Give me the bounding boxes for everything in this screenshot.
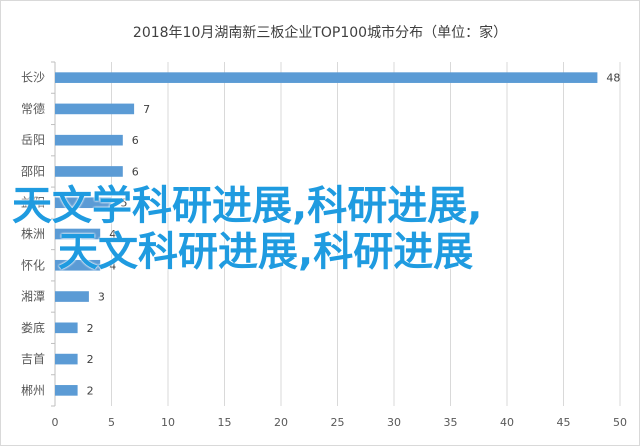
x-tick-label: 30: [387, 416, 401, 429]
data-label: 6: [132, 165, 139, 178]
bar: [55, 72, 598, 83]
category-label: 吉首: [21, 352, 45, 366]
x-tick-label: 25: [331, 416, 345, 429]
data-label: 7: [143, 103, 150, 116]
x-tick-label: 45: [557, 416, 571, 429]
x-tick-label: 5: [108, 416, 115, 429]
x-tick-label: 10: [161, 416, 175, 429]
category-label: 邵阳: [21, 164, 45, 178]
data-label: 2: [87, 384, 94, 397]
data-label: 6: [132, 134, 139, 147]
category-label: 益阳: [21, 196, 45, 210]
bar: [55, 166, 123, 177]
data-label: 5: [121, 197, 128, 210]
bar: [55, 259, 101, 271]
x-tick-label: 50: [613, 416, 627, 429]
data-label: 48: [606, 72, 620, 85]
x-tick-label: 35: [444, 416, 458, 429]
bar: [55, 228, 101, 240]
x-tick-label: 20: [274, 416, 288, 429]
category-label: 郴州: [21, 383, 45, 397]
bar: [55, 197, 112, 209]
category-label: 湘潭: [21, 289, 45, 304]
x-tick-label: 15: [218, 416, 232, 429]
bar: [55, 134, 123, 146]
x-tick-label: 40: [500, 416, 514, 429]
category-label: 怀化: [21, 258, 45, 272]
data-label: 2: [87, 322, 94, 335]
bar: [55, 103, 135, 115]
data-label: 4: [109, 228, 116, 241]
x-tick-label: 0: [52, 416, 59, 429]
data-label: 3: [98, 291, 105, 304]
category-label: 株洲: [21, 226, 45, 241]
bar: [55, 353, 78, 365]
chart-title: 2018年10月湖南新三板企业TOP100城市分布（单位：家）: [132, 25, 508, 41]
bar: [55, 322, 78, 334]
bar: [55, 291, 89, 302]
bar: [55, 385, 78, 396]
data-label: 2: [87, 353, 94, 366]
category-label: 常德: [21, 101, 45, 116]
data-label: 4: [109, 259, 116, 272]
category-label: 长沙: [21, 71, 45, 85]
category-label: 岳阳: [21, 133, 45, 147]
category-label: 娄底: [21, 320, 45, 335]
